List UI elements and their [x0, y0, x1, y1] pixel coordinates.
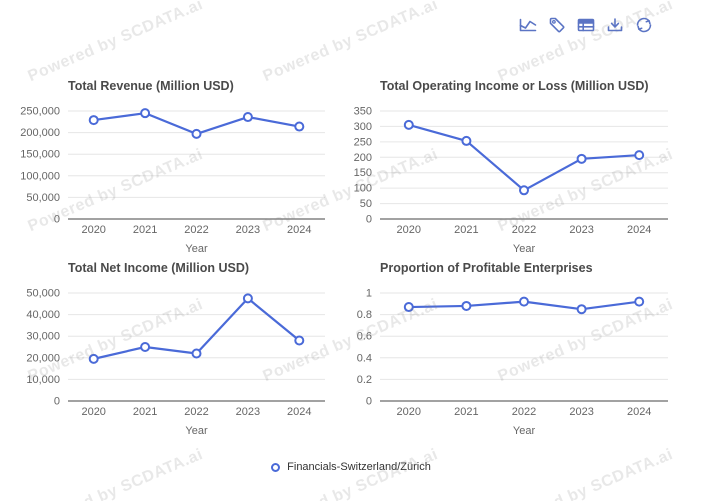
- y-tick-label: 250,000: [20, 106, 60, 118]
- x-axis-name: Year: [513, 425, 536, 437]
- data-point-marker: [519, 185, 529, 196]
- data-point-marker: [191, 128, 202, 139]
- x-tick-label: 2022: [512, 406, 536, 418]
- data-point-marker: [634, 296, 645, 307]
- data-point-marker: [461, 135, 472, 146]
- data-point-marker: [88, 353, 99, 364]
- x-tick-label: 2023: [569, 406, 593, 418]
- y-tick-label: 0.2: [357, 374, 372, 386]
- x-tick-label: 2021: [454, 406, 478, 418]
- data-point-marker: [294, 335, 305, 346]
- y-tick-label: 10,000: [26, 374, 60, 386]
- x-tick-label: 2020: [81, 406, 105, 418]
- x-tick-label: 2022: [184, 406, 208, 418]
- chart-canvas: 0 50 100 150 200 250 300 350 2020 2021 2022 2023 202…: [354, 79, 668, 255]
- x-tick-label: 2021: [133, 224, 157, 236]
- x-tick-label: 2024: [627, 224, 651, 236]
- data-point-marker: [294, 121, 305, 132]
- data-point-marker: [403, 302, 414, 313]
- y-tick-label: 150: [354, 167, 372, 179]
- chart-total-revenue-million-usd: 0 50,000 100,000 150,000 200,000 250,000 2020 2…: [15, 76, 355, 258]
- y-tick-label: 0: [54, 214, 60, 226]
- y-tick-label: 50,000: [26, 192, 60, 204]
- y-tick-label: 1: [366, 288, 372, 300]
- x-tick-label: 2024: [627, 406, 651, 418]
- legend-item[interactable]: Financials-Switzerland/Zürich: [0, 461, 702, 473]
- y-tick-label: 0.4: [357, 352, 372, 364]
- refresh-icon[interactable]: [635, 16, 653, 34]
- chart-canvas: 0 0.2 0.4 0.6 0.8 1 2020 2021 2022 2023 2024 Year Pr…: [357, 261, 668, 437]
- y-tick-label: 150,000: [20, 149, 60, 161]
- chart-total-operating-income-or-loss-million-usd: 0 50 100 150 200 250 300 350 2020 2021 2022 2023 202…: [345, 76, 685, 258]
- data-point-marker: [140, 342, 151, 352]
- chart-title: Total Revenue (Million USD): [68, 79, 234, 93]
- x-tick-label: 2020: [397, 406, 421, 418]
- y-tick-label: 50: [360, 198, 372, 210]
- y-tick-label: 300: [354, 121, 372, 133]
- x-tick-label: 2023: [236, 224, 260, 236]
- chart-title: Total Net Income (Million USD): [68, 261, 249, 275]
- x-tick-label: 2022: [512, 224, 536, 236]
- y-tick-label: 350: [354, 106, 372, 118]
- y-tick-label: 100,000: [20, 170, 60, 182]
- line-chart-icon[interactable]: [519, 16, 537, 34]
- y-tick-label: 40,000: [26, 309, 60, 321]
- x-axis-name: Year: [185, 425, 208, 437]
- y-tick-label: 20,000: [26, 352, 60, 364]
- data-point-marker: [461, 300, 472, 311]
- data-point-marker: [191, 348, 202, 359]
- data-point-marker: [519, 296, 529, 307]
- x-tick-label: 2023: [236, 406, 260, 418]
- x-tick-label: 2023: [569, 224, 593, 236]
- x-tick-label: 2024: [287, 406, 311, 418]
- legend-label: Financials-Switzerland/Zürich: [287, 461, 431, 473]
- y-tick-label: 0.6: [357, 331, 372, 343]
- download-icon[interactable]: [606, 16, 624, 34]
- chart-title: Proportion of Profitable Enterprises: [380, 261, 593, 275]
- x-tick-label: 2021: [454, 224, 478, 236]
- y-tick-label: 100: [354, 183, 372, 195]
- x-tick-label: 2024: [287, 224, 311, 236]
- x-tick-label: 2020: [81, 224, 105, 236]
- y-tick-label: 0: [54, 396, 60, 408]
- y-tick-label: 250: [354, 136, 372, 148]
- data-point-marker: [576, 304, 587, 315]
- y-tick-label: 0.8: [357, 309, 372, 321]
- chart-toolbar: [519, 16, 653, 34]
- data-view-icon[interactable]: [577, 16, 595, 34]
- data-point-marker: [88, 115, 99, 126]
- data-point-marker: [242, 293, 253, 304]
- chart-canvas: 0 50,000 100,000 150,000 200,000 250,000 2020 2…: [20, 79, 325, 255]
- y-tick-label: 0: [366, 396, 372, 408]
- legend-marker-icon: [271, 462, 281, 472]
- data-point-marker: [403, 119, 414, 130]
- y-tick-label: 30,000: [26, 331, 60, 343]
- tag-icon[interactable]: [548, 16, 566, 34]
- x-tick-label: 2022: [184, 224, 208, 236]
- y-tick-label: 200,000: [20, 127, 60, 139]
- data-point-marker: [140, 108, 151, 119]
- chart-title: Total Operating Income or Loss (Million …: [380, 79, 649, 93]
- y-tick-label: 50,000: [26, 288, 60, 300]
- data-point-marker: [242, 112, 253, 123]
- x-axis-name: Year: [185, 243, 208, 255]
- y-tick-label: 200: [354, 152, 372, 164]
- y-tick-label: 0: [366, 214, 372, 226]
- chart-canvas: 0 10,000 20,000 30,000 40,000 50,000 2020 2021 2…: [26, 261, 325, 437]
- x-axis-name: Year: [513, 243, 536, 255]
- chart-proportion-of-profitable-enterprises: 0 0.2 0.4 0.6 0.8 1 2020 2021 2022 2023 2024 Year Pr…: [345, 258, 685, 440]
- chart-total-net-income-million-usd: 0 10,000 20,000 30,000 40,000 50,000 2020 2021 2…: [15, 258, 355, 440]
- x-tick-label: 2020: [397, 224, 421, 236]
- data-point-marker: [576, 153, 587, 164]
- data-point-marker: [634, 150, 645, 161]
- x-tick-label: 2021: [133, 406, 157, 418]
